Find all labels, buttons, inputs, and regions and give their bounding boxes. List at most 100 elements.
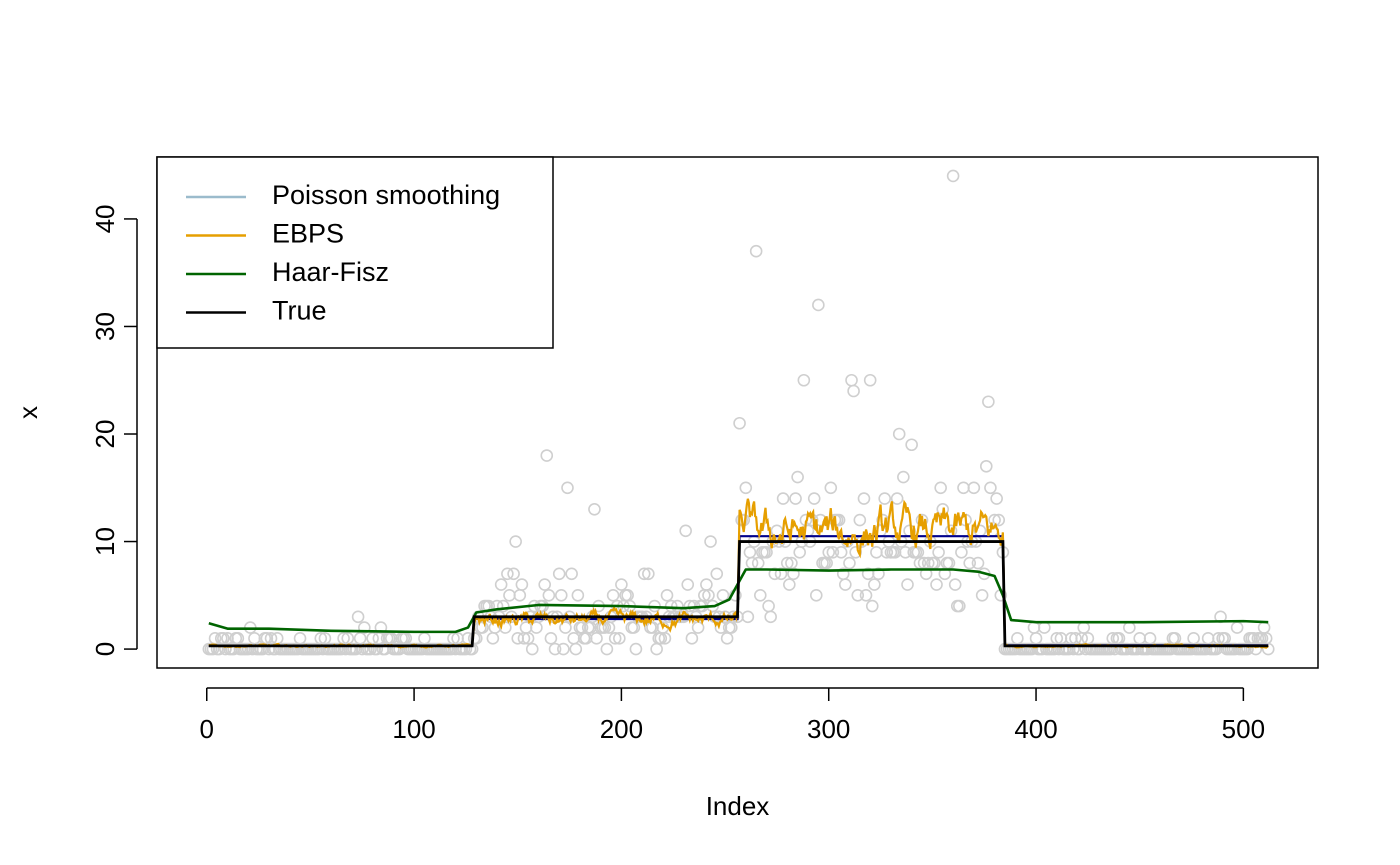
data-point xyxy=(957,481,970,495)
data-point xyxy=(754,589,767,602)
data-point xyxy=(681,578,695,591)
data-point xyxy=(650,642,663,656)
x-axis: 0 100 200 300 400 500 xyxy=(200,687,1265,744)
data-point xyxy=(905,438,918,452)
y-tick-label: 30 xyxy=(90,312,120,341)
y-tick-label: 0 xyxy=(90,642,120,656)
data-point xyxy=(857,492,871,505)
data-point xyxy=(897,470,910,484)
data-point xyxy=(1230,621,1244,634)
data-point xyxy=(948,578,962,591)
data-point xyxy=(847,384,860,398)
data-point xyxy=(892,427,906,441)
data-points xyxy=(202,169,1275,656)
data-point xyxy=(567,632,581,645)
data-point xyxy=(1011,632,1024,645)
data-point xyxy=(783,578,796,591)
data-point xyxy=(733,416,746,430)
data-point xyxy=(542,589,556,602)
data-point xyxy=(789,492,802,505)
data-point xyxy=(824,481,838,495)
data-point xyxy=(600,642,614,656)
data-point xyxy=(418,632,431,645)
data-point xyxy=(791,470,804,484)
data-point xyxy=(797,373,811,387)
data-point xyxy=(613,632,626,645)
x-tick-label: 200 xyxy=(600,714,643,744)
data-point xyxy=(826,545,840,559)
legend-label: True xyxy=(272,296,327,326)
data-point xyxy=(749,244,763,258)
data-point xyxy=(642,567,655,581)
data-point xyxy=(859,589,873,602)
data-point xyxy=(851,589,865,602)
data-point xyxy=(990,492,1003,505)
data-point xyxy=(1029,632,1043,645)
data-point xyxy=(503,589,516,602)
data-point xyxy=(1212,632,1225,645)
data-point xyxy=(776,492,790,505)
data-point xyxy=(538,578,551,591)
data-point xyxy=(853,513,867,527)
data-point xyxy=(521,632,535,645)
data-point xyxy=(519,621,533,634)
legend-label: Haar-Fisz xyxy=(272,257,389,287)
data-point xyxy=(548,642,562,656)
data-point xyxy=(739,481,753,495)
y-tick-label: 20 xyxy=(90,420,120,449)
data-point xyxy=(353,632,367,645)
data-point xyxy=(843,556,856,570)
data-point xyxy=(934,481,947,495)
data-point xyxy=(979,459,993,473)
data-point xyxy=(679,524,692,538)
data-point xyxy=(845,373,858,387)
legend-label: Poisson smoothing xyxy=(272,180,500,210)
data-point xyxy=(476,621,489,634)
data-point xyxy=(615,578,628,591)
data-point xyxy=(629,642,643,656)
data-point xyxy=(588,502,601,516)
data-point xyxy=(1143,632,1157,645)
y-axis-title: x xyxy=(13,406,43,419)
data-point xyxy=(967,481,981,495)
data-point xyxy=(720,632,734,645)
data-point xyxy=(870,545,883,559)
data-point xyxy=(515,578,529,591)
data-point xyxy=(822,545,836,559)
data-point xyxy=(953,599,966,613)
data-point xyxy=(1038,621,1051,634)
y-tick-label: 40 xyxy=(90,204,120,233)
data-point xyxy=(469,632,483,645)
data-point xyxy=(984,481,997,495)
data-point xyxy=(741,610,755,624)
data-point xyxy=(839,578,852,591)
data-point xyxy=(743,545,757,559)
data-point xyxy=(554,589,568,602)
data-point xyxy=(849,545,862,559)
data-point xyxy=(559,621,572,634)
haar-fisz-line xyxy=(208,568,1269,634)
data-point xyxy=(807,492,821,505)
data-point xyxy=(975,589,989,602)
true-signal-line xyxy=(208,540,1269,648)
data-point xyxy=(494,578,508,591)
data-point xyxy=(606,589,620,602)
data-point xyxy=(930,578,943,591)
data-point xyxy=(710,567,724,581)
data-point xyxy=(509,535,522,548)
data-point xyxy=(946,169,960,183)
data-point xyxy=(486,632,500,645)
data-point xyxy=(637,567,651,581)
data-point xyxy=(1257,621,1271,634)
data-point xyxy=(565,567,578,581)
data-point xyxy=(1123,621,1136,634)
plot-frame xyxy=(156,156,1319,669)
data-point xyxy=(878,492,891,505)
data-point xyxy=(293,632,307,645)
data-point xyxy=(1187,632,1200,645)
data-point xyxy=(660,589,674,602)
data-point xyxy=(685,632,699,645)
data-point xyxy=(561,481,574,495)
data-point xyxy=(1261,642,1275,656)
data-point xyxy=(863,373,877,387)
